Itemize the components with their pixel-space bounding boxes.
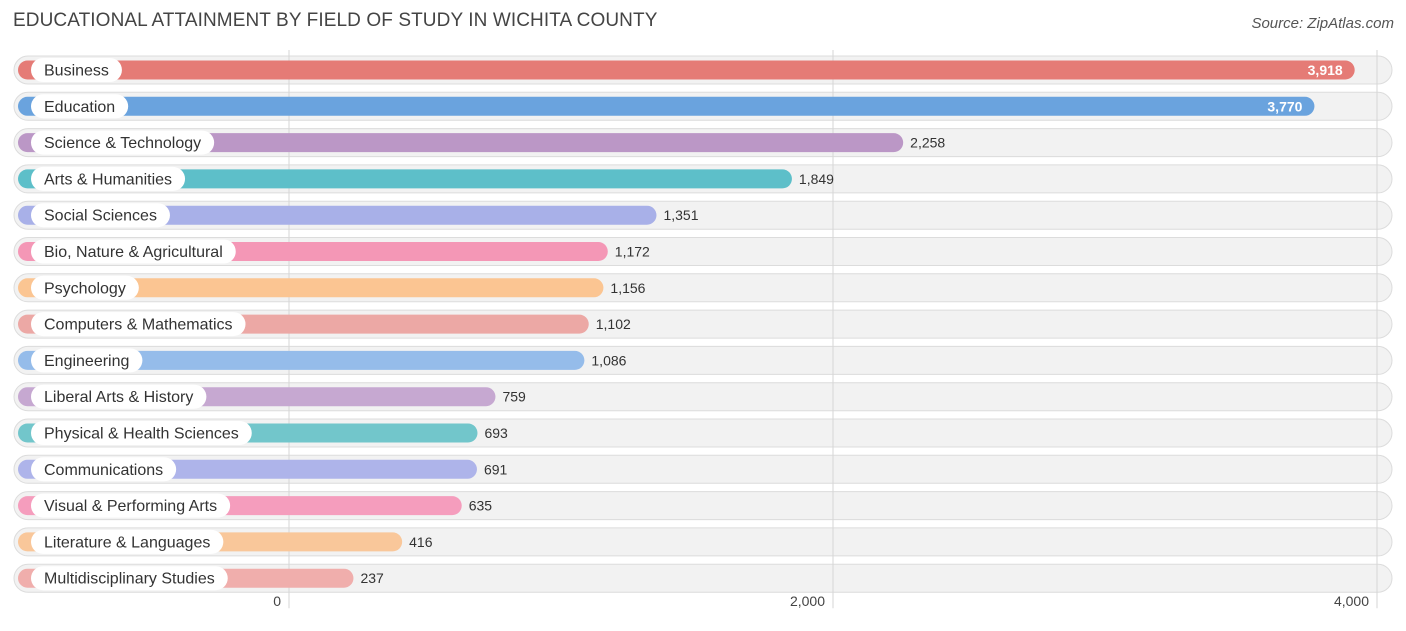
category-label: Business (44, 63, 109, 80)
category-pill (31, 348, 143, 373)
category-pill (31, 457, 177, 482)
category-pill (31, 166, 186, 191)
category-label: Communications (44, 462, 163, 479)
value-label: 693 (484, 425, 508, 441)
value-label: 1,086 (591, 352, 626, 368)
value-label: 635 (469, 498, 493, 514)
category-label: Physical & Health Sciences (44, 426, 239, 443)
bar (18, 169, 792, 189)
value-label: 3,918 (1308, 62, 1343, 78)
value-label: 3,770 (1267, 98, 1302, 114)
category-label: Computers & Mathematics (44, 317, 233, 334)
value-label: 237 (360, 570, 384, 586)
bar (18, 96, 1315, 116)
category-label: Science & Technology (44, 135, 201, 152)
category-label: Arts & Humanities (44, 171, 172, 188)
value-label: 1,102 (596, 316, 631, 332)
bar (18, 205, 657, 225)
value-label: 1,172 (615, 244, 650, 260)
tick-label: 0 (273, 593, 281, 609)
category-pill (31, 493, 231, 518)
category-pill (31, 421, 252, 445)
category-label: Bio, Nature & Agricultural (44, 244, 223, 261)
value-label: 2,258 (910, 135, 945, 151)
category-pill (31, 130, 215, 155)
source-credit: Source: ZipAtlas.com (1251, 15, 1394, 32)
category-label: Liberal Arts & History (44, 389, 193, 406)
tick-label: 4,000 (1334, 593, 1369, 609)
category-label: Multidisciplinary Studies (44, 571, 215, 588)
value-label: 1,156 (610, 280, 645, 296)
category-pill (31, 566, 228, 591)
value-label: 1,849 (799, 171, 834, 187)
category-pill (31, 58, 122, 82)
category-label: Engineering (44, 353, 129, 370)
category-pill (31, 239, 236, 264)
bar (18, 278, 604, 298)
category-pill (31, 275, 139, 300)
bar (18, 60, 1355, 80)
chart-title: EDUCATIONAL ATTAINMENT BY FIELD OF STUDY… (13, 10, 658, 31)
category-label: Visual & Performing Arts (44, 498, 217, 515)
category-label: Social Sciences (44, 208, 157, 225)
category-label: Literature & Languages (44, 534, 210, 551)
category-pill (31, 312, 246, 337)
value-label: 416 (409, 534, 433, 550)
category-pill (31, 529, 224, 554)
category-label: Psychology (44, 280, 126, 297)
category-label: Education (44, 99, 115, 116)
category-pill (31, 94, 129, 119)
category-pill (31, 203, 170, 228)
tick-label: 2,000 (790, 593, 825, 609)
value-label: 691 (484, 461, 508, 477)
value-label: 759 (502, 389, 526, 405)
value-label: 1,351 (663, 207, 698, 223)
bar (18, 133, 904, 153)
bar-track (13, 563, 1393, 593)
category-pill (31, 384, 207, 409)
bar (18, 350, 585, 370)
